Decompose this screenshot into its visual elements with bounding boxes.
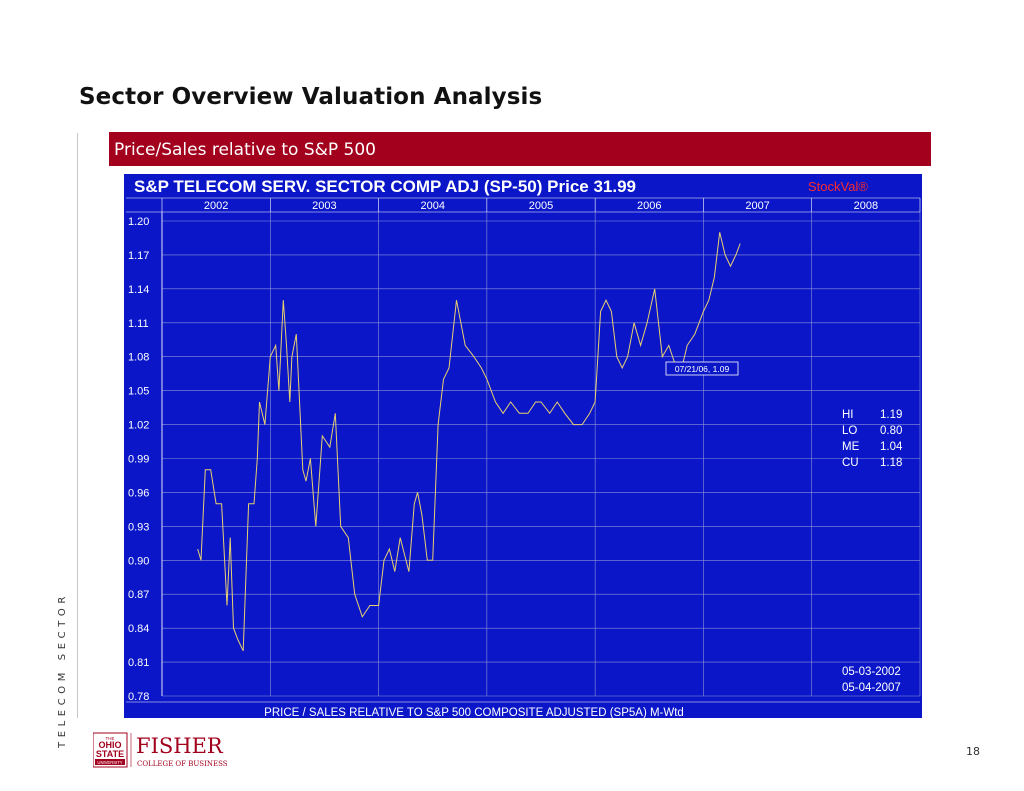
page-title: Sector Overview Valuation Analysis <box>79 84 543 110</box>
y-tick-labels: 1.20 1.17 1.14 1.11 1.08 1.05 1.02 0.99 0.96 0.93… <box>128 216 149 703</box>
stat-label: CU <box>842 457 859 469</box>
year-label: 2003 <box>312 200 336 212</box>
stats-panel: HI 1.19 LO 0.80 ME 1.04 CU 1.18 <box>842 409 903 469</box>
price-sales-chart: S&P TELECOM SERV. SECTOR COMP ADJ (SP-50… <box>112 168 930 720</box>
year-label: 2006 <box>637 200 661 212</box>
chart-panel <box>124 174 922 718</box>
svg-text:UNIVERSITY: UNIVERSITY <box>97 760 122 765</box>
y-tick-label: 0.87 <box>128 589 149 601</box>
y-tick-label: 1.20 <box>128 216 149 228</box>
y-tick-label: 1.14 <box>128 284 149 296</box>
stat-value: 0.80 <box>880 425 902 437</box>
y-tick-label: 0.99 <box>128 454 149 466</box>
y-tick-label: 1.05 <box>128 386 149 398</box>
y-tick-label: 0.84 <box>128 623 149 635</box>
stockval-brand: StockVal® <box>808 179 868 194</box>
chart-grid <box>126 212 921 703</box>
stat-label: LO <box>842 425 857 437</box>
banner-title: Price/Sales relative to S&P 500 <box>114 140 376 160</box>
year-label: 2004 <box>420 200 444 212</box>
stat-value: 1.18 <box>880 457 902 469</box>
y-tick-label: 1.08 <box>128 352 149 364</box>
vertical-divider <box>77 133 78 718</box>
chart-title: S&P TELECOM SERV. SECTOR COMP ADJ (SP-50… <box>134 177 636 196</box>
logo-the: THE <box>106 736 115 741</box>
stat-value: 1.04 <box>880 441 903 453</box>
page-number: 18 <box>966 745 980 758</box>
y-tick-label: 0.93 <box>128 521 149 533</box>
svg-text:OHIO: OHIO <box>98 740 121 750</box>
y-tick-label: 0.96 <box>128 487 149 499</box>
svg-text:STATE: STATE <box>96 749 124 759</box>
y-tick-label: 1.11 <box>128 318 149 330</box>
y-tick-label: 0.78 <box>128 691 149 703</box>
y-tick-label: 1.17 <box>128 250 149 262</box>
year-label: 2005 <box>529 200 553 212</box>
series-line <box>197 232 741 652</box>
chart-container: S&P TELECOM SERV. SECTOR COMP ADJ (SP-50… <box>112 168 930 720</box>
y-tick-label: 0.81 <box>128 657 149 669</box>
date-range-start: 05-03-2002 <box>842 666 901 678</box>
year-header-row: 2002 2003 2004 2005 2006 2007 2008 <box>126 197 921 213</box>
stat-value: 1.19 <box>880 409 902 421</box>
year-label: 2002 <box>204 200 228 212</box>
year-label: 2008 <box>854 200 878 212</box>
annotation-box: 07/21/06, 1.09 <box>665 361 739 376</box>
y-tick-label: 1.02 <box>128 420 149 432</box>
annotation-frame <box>665 361 739 376</box>
section-banner: Price/Sales relative to S&P 500 <box>109 132 931 166</box>
y-tick-label: 0.90 <box>128 555 149 567</box>
stat-label: HI <box>842 409 854 421</box>
year-label: 2007 <box>745 200 769 212</box>
date-range-end: 05-04-2007 <box>842 682 901 694</box>
x-axis-label: PRICE / SALES RELATIVE TO S&P 500 COMPOS… <box>264 707 684 719</box>
annotation-text: 07/21/06, 1.09 <box>675 364 730 374</box>
side-section-label: TELECOM SECTOR <box>57 592 68 748</box>
logo-college: COLLEGE OF BUSINESS <box>137 760 228 768</box>
logo-fisher: FISHER <box>136 734 224 758</box>
stat-label: ME <box>842 441 860 453</box>
fisher-logo: THE OHIO STATE UNIVERSITY FISHER COLLEGE… <box>92 731 263 771</box>
